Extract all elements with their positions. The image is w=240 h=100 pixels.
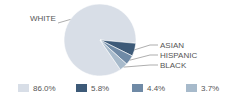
leader-line	[58, 19, 71, 23]
legend-label: 86.0%	[33, 84, 56, 93]
slice-label: WHITE	[30, 14, 56, 23]
legend-label: 3.7%	[201, 84, 219, 93]
legend-label: 4.4%	[147, 84, 165, 93]
legend-swatch	[186, 84, 197, 92]
slice-label: HISPANIC	[160, 51, 197, 60]
leader-line	[124, 65, 158, 67]
legend-swatch	[76, 84, 87, 92]
slice-label: ASIAN	[160, 41, 184, 50]
slice	[100, 40, 127, 70]
leader-line	[130, 55, 158, 60]
chart: WHITE ASIANHISPANICBLACK 86.0% 5.8% 4.4% 3.7%	[0, 0, 240, 100]
leader-line	[135, 45, 158, 50]
pie	[64, 4, 136, 76]
legend: 86.0% 5.8% 4.4% 3.7%	[18, 84, 219, 93]
slice-label: BLACK	[160, 61, 187, 70]
legend-swatch	[132, 84, 143, 92]
legend-swatch	[18, 84, 29, 92]
legend-label: 5.8%	[91, 84, 109, 93]
slice	[64, 4, 136, 76]
